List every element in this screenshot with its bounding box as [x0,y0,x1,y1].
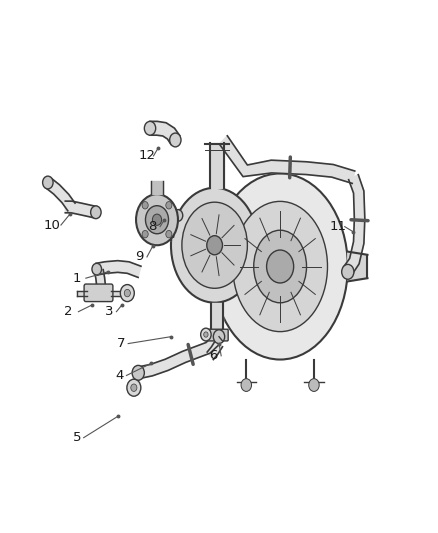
Ellipse shape [182,202,247,288]
Text: 11: 11 [329,220,346,233]
Circle shape [120,285,134,302]
Polygon shape [96,261,141,277]
FancyBboxPatch shape [205,329,228,341]
Circle shape [166,230,172,238]
Polygon shape [138,335,220,378]
Text: 7: 7 [117,337,125,350]
Polygon shape [45,177,75,211]
Polygon shape [207,341,223,360]
Circle shape [142,230,148,238]
Circle shape [342,264,354,279]
Circle shape [132,366,145,380]
Circle shape [152,214,162,225]
FancyBboxPatch shape [84,284,113,302]
Polygon shape [219,136,355,183]
Polygon shape [111,291,121,296]
Polygon shape [212,225,258,287]
Text: 2: 2 [64,305,73,318]
Circle shape [213,330,225,344]
Polygon shape [211,303,223,332]
Text: 12: 12 [138,149,155,163]
Polygon shape [77,291,87,296]
Text: 5: 5 [73,431,81,444]
Ellipse shape [212,173,348,360]
Circle shape [241,378,251,391]
Circle shape [166,201,172,209]
Circle shape [170,133,181,147]
Circle shape [145,206,169,234]
Circle shape [173,209,183,221]
Polygon shape [164,209,179,237]
Polygon shape [65,201,97,218]
Circle shape [136,194,178,245]
Circle shape [309,378,319,391]
Ellipse shape [254,230,307,303]
Ellipse shape [233,201,328,332]
Circle shape [42,176,53,189]
Ellipse shape [171,188,258,303]
Text: 3: 3 [105,305,113,318]
Text: 1: 1 [73,272,81,285]
Circle shape [131,384,137,391]
Polygon shape [153,223,171,240]
Text: 4: 4 [115,369,124,382]
Circle shape [127,379,141,396]
Circle shape [267,250,293,283]
Circle shape [124,289,131,297]
Polygon shape [95,270,106,287]
Polygon shape [150,122,180,144]
Text: 8: 8 [148,220,157,233]
Text: 6: 6 [209,349,218,362]
Text: 10: 10 [44,219,60,231]
Circle shape [92,263,102,275]
Circle shape [201,328,211,341]
Circle shape [207,236,223,255]
Polygon shape [348,252,367,281]
Text: 9: 9 [135,251,144,263]
Polygon shape [210,143,224,188]
Circle shape [91,206,101,219]
Polygon shape [344,175,365,275]
Circle shape [145,122,155,135]
Circle shape [142,201,148,209]
Circle shape [204,332,208,337]
Polygon shape [151,181,163,194]
